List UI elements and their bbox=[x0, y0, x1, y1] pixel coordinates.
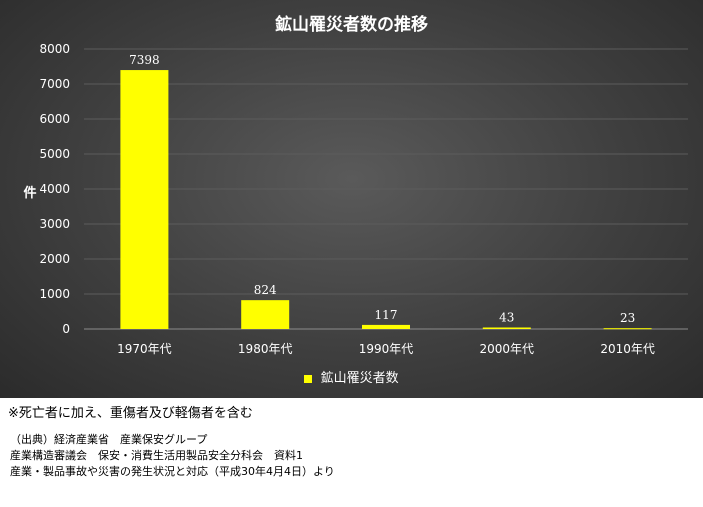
y-tick-label: 2000 bbox=[39, 252, 70, 266]
source-line-3: 産業・製品事故や災害の発生状況と対応（平成30年4月4日）より bbox=[10, 465, 335, 478]
data-label: 7398 bbox=[129, 53, 160, 67]
bar-chart: 0 1000 2000 3000 4000 5000 6000 7000 8000 7398 197… bbox=[39, 42, 688, 356]
chart-title: 鉱山罹災者数の推移 bbox=[275, 15, 428, 35]
y-tick-label: 4000 bbox=[39, 182, 70, 196]
y-tick-label: 1000 bbox=[39, 287, 70, 301]
bar bbox=[603, 328, 652, 330]
x-tick-label: 2000年代 bbox=[480, 342, 535, 356]
bar bbox=[482, 327, 531, 329]
data-label: 23 bbox=[620, 311, 635, 325]
y-tick-label: 7000 bbox=[39, 77, 70, 91]
legend: 鉱山罹災者数 bbox=[0, 367, 703, 386]
data-label: 824 bbox=[254, 283, 277, 297]
y-tick-label: 0 bbox=[62, 322, 70, 336]
x-tick-label: 1970年代 bbox=[117, 342, 172, 356]
y-tick-label: 6000 bbox=[39, 112, 70, 126]
legend-label: 鉱山罹災者数 bbox=[320, 371, 399, 386]
source-line-1: （出典）経済産業省 産業保安グループ bbox=[10, 433, 208, 446]
x-tick-label: 2010年代 bbox=[600, 342, 655, 356]
y-axis-label: 件 bbox=[23, 186, 37, 201]
legend-swatch bbox=[304, 374, 313, 383]
source-citation: （出典）経済産業省 産業保安グループ 産業構造審議会 保安・消費生活用製品安全分… bbox=[10, 432, 335, 480]
data-label: 117 bbox=[375, 308, 398, 322]
bar bbox=[362, 324, 410, 329]
footnote: ※死亡者に加え、重傷者及び軽傷者を含む bbox=[8, 406, 253, 421]
bar bbox=[241, 300, 290, 329]
chart-panel: 鉱山罹災者数の推移 件 0 1000 2000 3000 4000 5000 6000 700… bbox=[0, 0, 703, 398]
y-tick-label: 8000 bbox=[39, 42, 70, 56]
source-line-2: 産業構造審議会 保安・消費生活用製品安全分科会 資料1 bbox=[10, 449, 303, 462]
data-label: 43 bbox=[499, 310, 514, 324]
bar bbox=[120, 70, 169, 329]
y-tick-label: 5000 bbox=[39, 147, 70, 161]
x-tick-label: 1990年代 bbox=[359, 342, 414, 356]
y-tick-label: 3000 bbox=[39, 217, 70, 231]
x-tick-label: 1980年代 bbox=[238, 342, 293, 356]
